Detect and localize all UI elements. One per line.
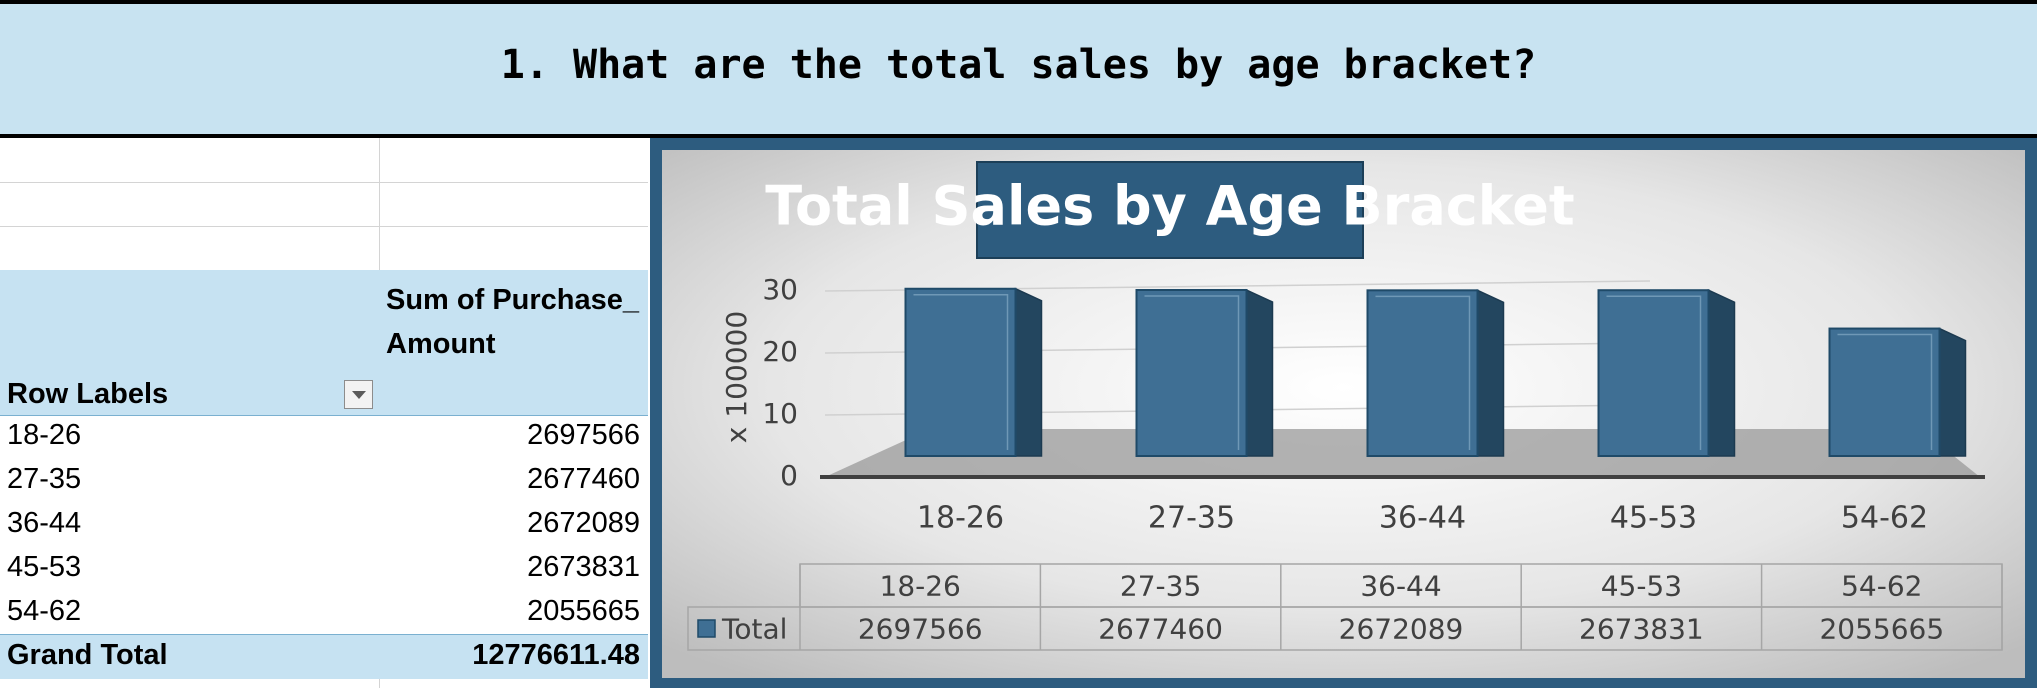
sum-header: Sum of Purchase_Amount xyxy=(386,284,640,360)
chart-canvas: Total Sales by Age Bracket 0 10 20 30 x 1000… xyxy=(662,150,2025,678)
x-tick-label: 45-53 xyxy=(1610,501,1697,536)
bar xyxy=(1597,289,1710,457)
bar xyxy=(1828,327,1941,457)
bar-highlight xyxy=(1375,295,1471,450)
row-value: 2055665 xyxy=(527,595,640,627)
data-table-value: 2677460 xyxy=(1098,613,1223,646)
y-tick-label: 10 xyxy=(762,397,798,430)
row-label: 36-44 xyxy=(7,507,82,539)
data-table-category: 27-35 xyxy=(1120,570,1201,603)
bar-side xyxy=(1476,289,1505,457)
empty-row xyxy=(0,182,648,227)
bar-side xyxy=(1245,288,1274,457)
data-table-category: 54-62 xyxy=(1841,570,1922,603)
pivot-row: 45-53 2673831 xyxy=(0,547,648,591)
legend-key-icon xyxy=(697,619,716,638)
question-title: 1. What are the total sales by age brack… xyxy=(500,42,1537,88)
bar-highlight xyxy=(913,294,1009,450)
bar-side xyxy=(1938,327,1967,457)
title-box xyxy=(976,161,1364,259)
data-table-category: 18-26 xyxy=(880,570,961,603)
bar-highlight xyxy=(1837,333,1933,450)
pivot-row: 18-26 2697566 xyxy=(0,415,648,459)
row-labels-header: Row Labels xyxy=(7,378,169,410)
column-divider xyxy=(379,678,380,688)
data-table-category: 36-44 xyxy=(1360,570,1441,603)
data-table-category: 45-53 xyxy=(1601,570,1682,603)
row-value: 2677460 xyxy=(527,463,640,495)
chevron-down-icon xyxy=(351,390,366,399)
data-table-value: 2672089 xyxy=(1339,613,1464,646)
chart-title: Total Sales by Age Bracket xyxy=(765,175,1574,238)
bar-side xyxy=(1014,287,1043,457)
filter-dropdown-button[interactable] xyxy=(344,380,373,409)
data-table-value: 2697566 xyxy=(858,613,983,646)
y-tick-label: 20 xyxy=(762,335,798,368)
grand-total-label: Grand Total xyxy=(7,639,168,671)
row-value: 2672089 xyxy=(527,507,640,539)
grand-total-value: 12776611.48 xyxy=(472,639,640,671)
empty-row xyxy=(0,226,648,271)
pivot-row: 36-44 2672089 xyxy=(0,503,648,547)
row-label: 27-35 xyxy=(7,463,82,495)
question-banner: 1. What are the total sales by age brack… xyxy=(0,0,2037,138)
row-value: 2673831 xyxy=(527,551,640,583)
x-tick-label: 27-35 xyxy=(1148,501,1235,536)
pivot-row: 27-35 2677460 xyxy=(0,459,648,503)
x-tick-label: 18-26 xyxy=(917,501,1004,536)
grand-total-row: Grand Total 12776611.48 xyxy=(0,634,648,679)
bar-highlight xyxy=(1144,295,1240,450)
row-value: 2697566 xyxy=(527,419,640,451)
bar-highlight xyxy=(1606,295,1702,450)
bar xyxy=(1135,288,1248,457)
y-tick-label: 30 xyxy=(762,273,798,306)
pivot-header: Row Labels Sum of Purchase_Amount xyxy=(0,270,648,416)
pivot-table: Row Labels Sum of Purchase_Amount 18-26 … xyxy=(0,138,650,688)
y-display-unit-label: x 100000 xyxy=(720,311,753,443)
sales-chart[interactable]: Total Sales by Age Bracket 0 10 20 30 x 1000… xyxy=(650,138,2037,688)
bar xyxy=(1366,289,1479,457)
row-label: 45-53 xyxy=(7,551,82,583)
x-tick-label: 54-62 xyxy=(1841,501,1928,536)
pivot-row: 54-62 2055665 xyxy=(0,591,648,635)
empty-row xyxy=(0,138,648,183)
bar xyxy=(904,287,1017,457)
data-table-value: 2673831 xyxy=(1579,613,1704,646)
bar-side xyxy=(1707,289,1736,457)
x-tick-label: 36-44 xyxy=(1379,501,1466,536)
column-divider xyxy=(379,138,380,270)
legend-series-label: Total xyxy=(721,613,787,646)
y-tick-label: 0 xyxy=(780,459,798,492)
data-table-value: 2055665 xyxy=(1819,613,1944,646)
row-label: 18-26 xyxy=(7,419,82,451)
row-label: 54-62 xyxy=(7,595,82,627)
